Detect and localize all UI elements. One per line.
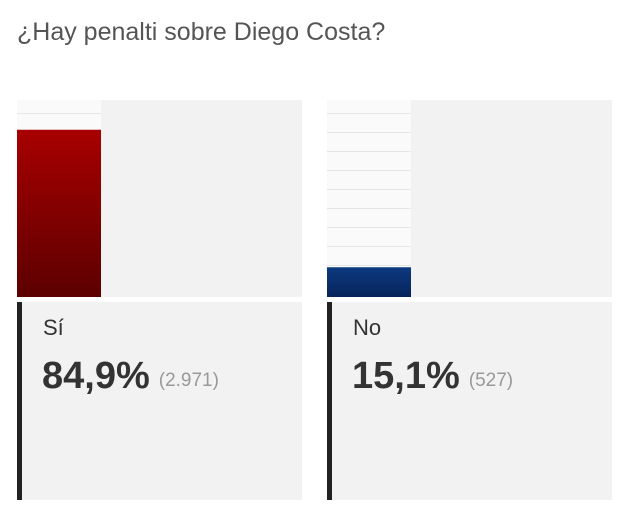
- bar: [17, 129, 101, 297]
- option-label: No: [353, 315, 381, 340]
- percentage: 15,1%: [352, 355, 460, 397]
- panel-accent: [327, 302, 332, 500]
- percentage: 84,9%: [42, 355, 150, 397]
- vote-count: (527): [469, 370, 513, 391]
- panel-bottom: [327, 302, 612, 500]
- vote-count: (2.971): [159, 370, 219, 391]
- option-label: Sí: [43, 315, 64, 340]
- bar-track: [327, 100, 411, 297]
- bar: [327, 267, 411, 297]
- panel-bottom: [17, 302, 302, 500]
- poll-title: ¿Hay penalti sobre Diego Costa?: [17, 18, 385, 46]
- panel-accent: [17, 302, 22, 500]
